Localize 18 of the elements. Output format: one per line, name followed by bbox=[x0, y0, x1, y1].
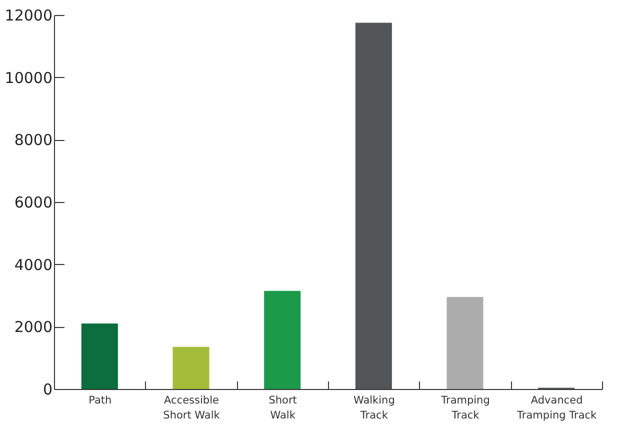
x-tick-label: Path bbox=[88, 394, 112, 406]
y-tick-label: 6000 bbox=[14, 194, 52, 212]
x-tick-label: Advanced Tramping Track bbox=[516, 394, 598, 422]
x-tick-label: Accessible Short Walk bbox=[163, 394, 221, 422]
y-tick-label: 8000 bbox=[14, 131, 52, 150]
x-tick-label: Short Walk bbox=[268, 394, 297, 422]
y-tick-label: 4000 bbox=[14, 256, 52, 274]
bar bbox=[446, 297, 484, 389]
y-tick-label: 10000 bbox=[4, 68, 52, 87]
bar bbox=[355, 22, 392, 389]
bar bbox=[264, 290, 301, 389]
y-tick-label: 12000 bbox=[4, 6, 52, 24]
x-tick-label: Walking Track bbox=[353, 394, 395, 422]
y-tick-label: 2000 bbox=[14, 318, 52, 336]
bar bbox=[81, 324, 118, 389]
bar bbox=[172, 346, 210, 389]
y-tick-label: 0 bbox=[42, 380, 52, 398]
x-tick-label: Tramping Track bbox=[440, 394, 490, 422]
